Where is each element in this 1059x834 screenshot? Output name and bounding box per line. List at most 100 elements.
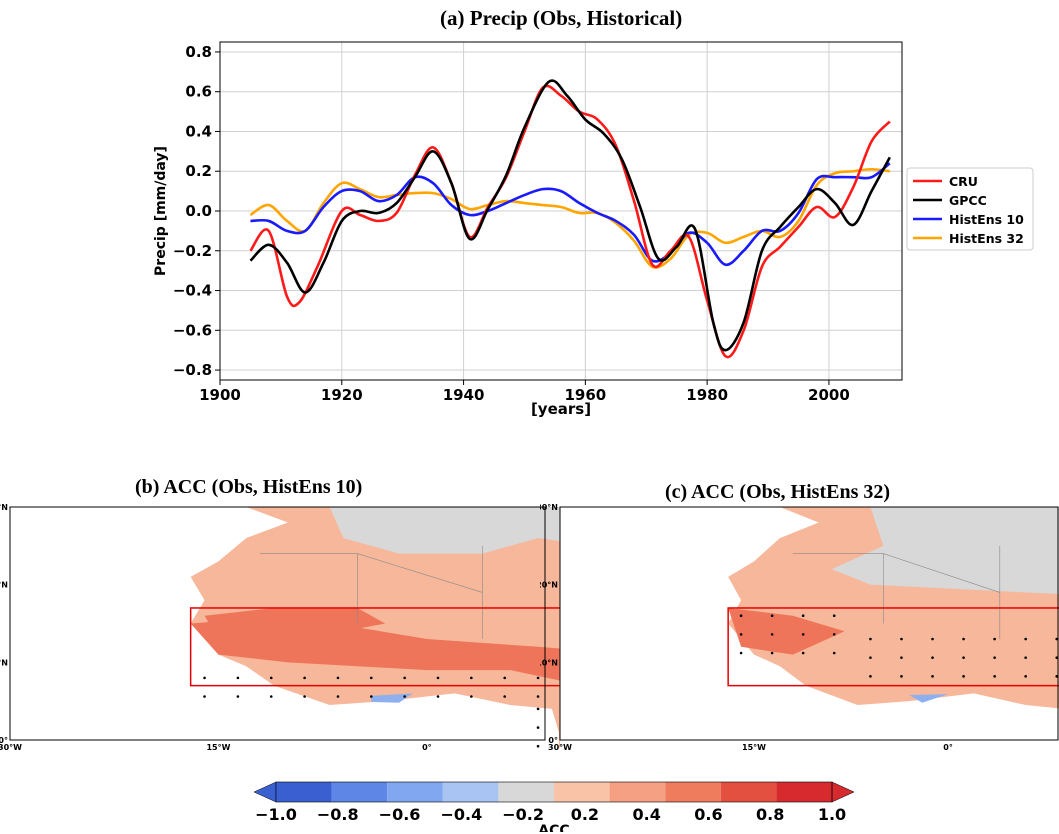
legend-label: GPCC — [949, 193, 987, 208]
colorbar-segment — [720, 782, 777, 802]
sahel-box — [189, 607, 560, 687]
significance-dot — [436, 676, 440, 680]
significance-dot — [336, 676, 340, 680]
map-c-content: 30°W15°W0°15°E30°E30°N20°N10°N0° — [540, 503, 1059, 752]
significance-dot — [801, 633, 805, 636]
significance-dot — [1055, 675, 1059, 678]
significance-dot — [269, 676, 273, 680]
lon-tick-label: 15°W — [742, 743, 766, 752]
y-axis-label: Precip [mm/day] — [153, 146, 169, 276]
colorbar-tick-label: −0.4 — [440, 805, 482, 824]
x-tick-label: 1960 — [564, 386, 606, 404]
significance-dot — [536, 744, 540, 748]
lat-tick-label: 30°N — [540, 503, 558, 512]
significance-dot — [739, 633, 743, 636]
significance-dot — [900, 656, 903, 659]
colorbar-segment — [331, 782, 388, 802]
high-acc-region — [728, 607, 845, 655]
x-tick-label: 1980 — [686, 386, 728, 404]
significance-dot — [269, 695, 273, 698]
acc-map-c: 30°W15°W0°15°E30°E30°N20°N10°N0° — [540, 503, 1059, 752]
colorbar-tick-label: −0.6 — [379, 805, 421, 824]
significance-dot — [832, 651, 836, 655]
acc-colorbar: −1.0 −0.8 −0.6 −0.4 −0.2 0.2 0.4 0.6 0.8 1.0 ACC — [253, 781, 855, 832]
colorbar-frame — [275, 781, 833, 803]
colorbar-segment — [554, 782, 610, 802]
significance-dot — [770, 614, 774, 618]
significance-dot — [993, 656, 996, 659]
lon-tick-label: 30°W — [548, 743, 572, 752]
significance-dot — [869, 656, 872, 659]
low-acc-region — [329, 507, 560, 554]
significance-dot — [203, 676, 206, 680]
y-tick-label: −0.6 — [173, 321, 212, 339]
significance-dot — [900, 675, 903, 678]
significance-dot — [770, 651, 774, 655]
lat-tick-label: 10°N — [0, 658, 8, 667]
significance-dot — [203, 695, 206, 698]
significance-dot — [336, 695, 340, 698]
map-frame — [559, 506, 1059, 741]
significance-dot — [303, 695, 306, 698]
colorbar-tick-label: 1.0 — [818, 805, 846, 824]
colorbar-segment — [665, 782, 721, 802]
significance-dot — [931, 637, 934, 641]
significance-dot — [739, 651, 743, 655]
y-tick-label: −0.4 — [173, 282, 212, 300]
x-tick-label: 2000 — [808, 386, 850, 404]
line-chart-a: 1900 1920 1940 1960 1980 2000 −0.8 −0.6 −0.4 −0.2… — [153, 41, 1034, 418]
x-tick-label: 1940 — [443, 386, 485, 404]
significance-dot — [962, 637, 965, 641]
colorbar-segment — [387, 782, 443, 802]
significance-dot — [1024, 656, 1027, 659]
significance-dot — [1024, 675, 1027, 678]
significance-dot — [1055, 656, 1059, 659]
colorbar-tick-label: 0.6 — [694, 805, 722, 824]
significance-dot — [900, 637, 903, 641]
significance-dot — [236, 676, 240, 680]
lat-tick-label: 0° — [0, 736, 8, 745]
y-tick-label: 0.6 — [185, 83, 212, 101]
sahel-box — [727, 607, 1059, 687]
significance-dot — [536, 695, 540, 698]
lon-tick-label: 0° — [422, 743, 432, 752]
significance-dot — [236, 695, 240, 698]
legend-box — [906, 167, 1034, 251]
x-tick-label: 1900 — [199, 386, 241, 404]
colorbar-tick-label: −0.8 — [317, 805, 359, 824]
y-tick-label: −0.2 — [173, 242, 212, 260]
lon-tick-label: 0° — [943, 743, 953, 752]
colorbar-label: ACC — [538, 823, 569, 832]
significance-dot — [369, 695, 373, 698]
y-tick-label: −0.8 — [173, 361, 212, 379]
high-acc-region — [204, 607, 386, 640]
colorbar-tick-label: 0.8 — [756, 805, 784, 824]
negative-acc-region — [909, 694, 949, 703]
significance-dot — [303, 676, 306, 680]
colorbar-extend-low — [253, 781, 277, 803]
legend-label: HistEns 10 — [949, 212, 1024, 227]
map-c-title: (c) ACC (Obs, HistEns 32) — [665, 481, 891, 503]
significance-dot — [536, 726, 540, 729]
lat-tick-label: 0° — [548, 736, 558, 745]
chart-a-plot: 1900 1920 1940 1960 1980 2000 −0.8 −0.6 −0.4 −0.2… — [153, 41, 1034, 418]
significance-dot — [369, 676, 373, 680]
map-b-content: 30°W15°W0°15°E30°E30°N20°N10°N0° — [0, 503, 560, 752]
significance-dot — [536, 676, 540, 680]
significance-dots — [739, 614, 1059, 678]
significance-dot — [536, 707, 540, 711]
x-tick-label: 1920 — [321, 386, 363, 404]
significance-dot — [470, 676, 473, 680]
significance-dot — [801, 614, 805, 618]
significance-dot — [962, 656, 965, 659]
significance-dot — [832, 633, 836, 636]
significance-dot — [436, 695, 440, 698]
significance-dot — [1055, 637, 1059, 641]
significance-dot — [770, 633, 774, 636]
series-line-histens-32 — [249, 167, 890, 269]
significance-dot — [503, 695, 507, 698]
lat-tick-label: 20°N — [0, 581, 8, 590]
lat-tick-label: 10°N — [540, 658, 558, 667]
colorbar-segment — [609, 782, 666, 802]
colorbar-segment — [276, 782, 332, 802]
